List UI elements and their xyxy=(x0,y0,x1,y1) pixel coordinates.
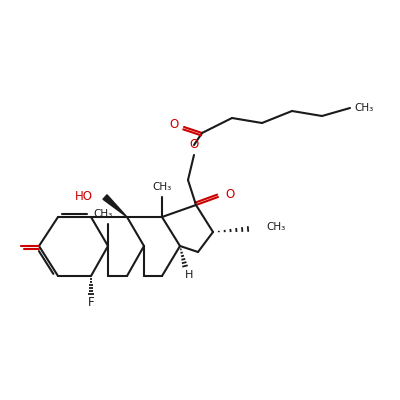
Text: CH₃: CH₃ xyxy=(93,209,113,219)
Text: H: H xyxy=(185,270,193,280)
Text: CH₃: CH₃ xyxy=(354,103,374,113)
Text: O: O xyxy=(169,118,179,132)
Text: CH₃: CH₃ xyxy=(266,222,285,232)
Text: O: O xyxy=(189,138,199,152)
Text: O: O xyxy=(225,188,235,202)
Polygon shape xyxy=(103,195,127,217)
Text: HO: HO xyxy=(75,190,93,202)
Text: F: F xyxy=(88,296,94,310)
Text: CH₃: CH₃ xyxy=(152,182,172,192)
